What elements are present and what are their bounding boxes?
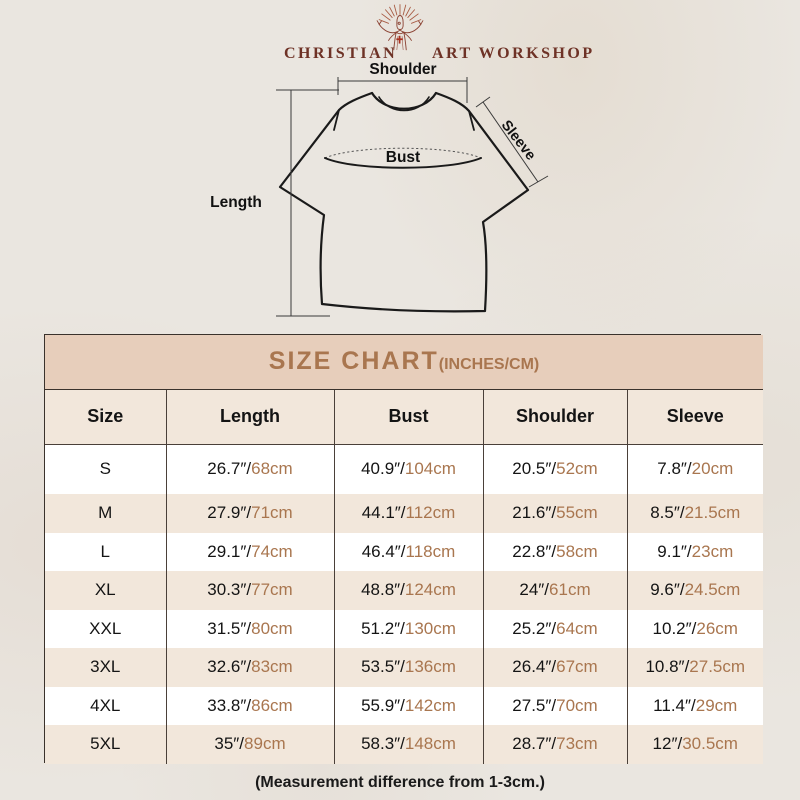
svg-text:Bust: Bust bbox=[386, 149, 420, 166]
svg-text:Length: Length bbox=[210, 194, 262, 211]
svg-text:Shoulder: Shoulder bbox=[369, 61, 436, 78]
